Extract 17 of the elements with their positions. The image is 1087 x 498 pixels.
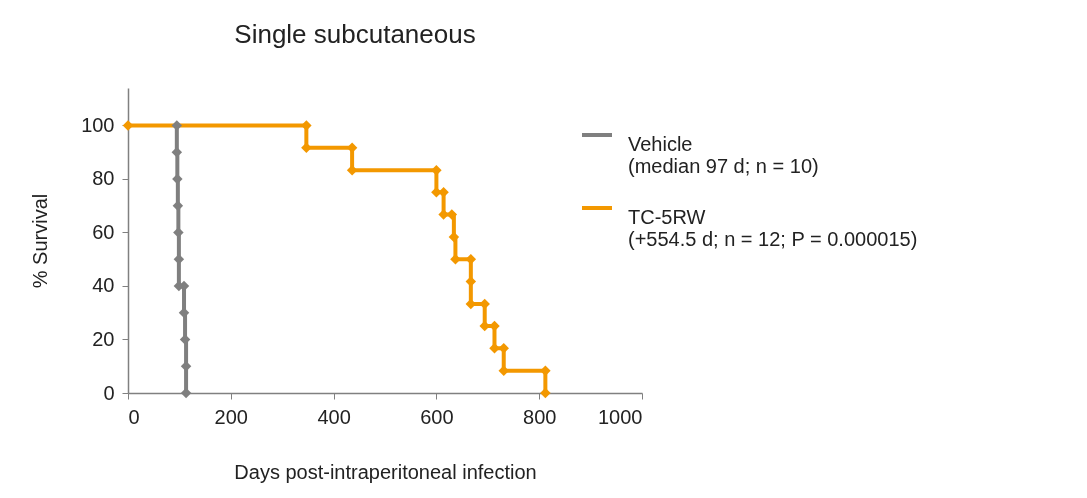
y-tick-label: 0 [103, 381, 115, 404]
x-tick-label: 1000 [598, 405, 643, 428]
y-tick-label: 20 [92, 327, 115, 350]
y-axis-title: % Survival [29, 193, 52, 289]
x-tick-label: 0 [128, 405, 140, 428]
x-tick-label: 800 [523, 405, 557, 428]
x-tick-label: 400 [317, 405, 351, 428]
x-axis-title: Days post-intraperitoneal infection [234, 460, 537, 483]
chart-title: Single subcutaneous [234, 19, 476, 49]
legend-label: Vehicle (median 97 d; n = 10) [628, 133, 819, 177]
y-tick-label: 100 [81, 113, 115, 136]
x-tick-label: 200 [214, 405, 248, 428]
y-tick-label: 80 [92, 167, 115, 190]
x-tick-label: 600 [420, 405, 454, 428]
legend-label: TC-5RW (+554.5 d; n = 12; P = 0.000015) [628, 206, 918, 250]
y-tick-label: 60 [92, 220, 115, 243]
y-tick-label: 40 [92, 274, 115, 297]
